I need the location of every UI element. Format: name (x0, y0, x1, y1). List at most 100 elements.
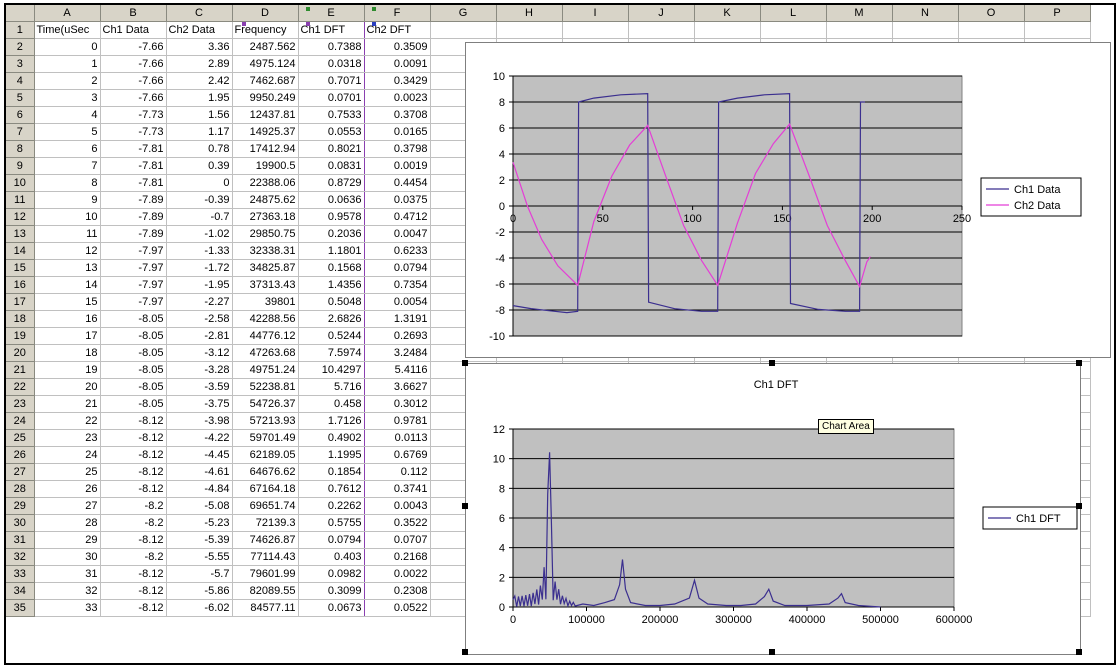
data-cell[interactable]: -7.89 (100, 191, 167, 209)
data-cell[interactable]: 32 (34, 582, 101, 600)
data-cell[interactable]: -8.05 (100, 327, 167, 345)
row-header[interactable]: 33 (6, 565, 35, 583)
data-cell[interactable]: 0.9578 (297, 208, 365, 226)
row-header[interactable]: 24 (6, 412, 35, 430)
data-cell[interactable]: -7.97 (100, 293, 167, 311)
resize-handle[interactable] (462, 503, 468, 509)
data-cell[interactable]: 20 (34, 378, 101, 396)
row-header[interactable]: 14 (6, 242, 35, 260)
data-cell[interactable]: -8.05 (100, 378, 167, 396)
data-cell[interactable]: 11 (34, 225, 101, 243)
data-cell[interactable]: -3.98 (166, 412, 233, 430)
data-cell[interactable]: 0.0794 (297, 531, 365, 549)
data-cell[interactable]: 57213.93 (231, 412, 299, 430)
data-cell[interactable]: 1.1995 (297, 446, 365, 464)
data-cell[interactable]: 5.4116 (364, 361, 431, 379)
data-cell[interactable]: 84577.11 (231, 599, 299, 617)
data-cell[interactable]: 27363.18 (231, 208, 299, 226)
data-cell[interactable]: 0.0375 (364, 191, 431, 209)
data-cell[interactable]: 54726.37 (231, 395, 299, 413)
data-cell[interactable]: 34825.87 (231, 259, 299, 277)
data-cell[interactable]: 14925.37 (231, 123, 299, 141)
resize-handle[interactable] (462, 360, 468, 366)
cell[interactable] (892, 21, 959, 39)
data-cell[interactable]: 74626.87 (231, 531, 299, 549)
data-cell[interactable]: 77114.43 (231, 548, 299, 566)
data-cell[interactable]: 0.6233 (364, 242, 431, 260)
data-cell[interactable]: 0.112 (364, 463, 431, 481)
data-cell[interactable]: 7 (34, 157, 101, 175)
data-cell[interactable]: -7.97 (100, 259, 167, 277)
data-cell[interactable]: 9950.249 (231, 89, 299, 107)
data-cell[interactable]: -7.81 (100, 140, 167, 158)
column-header[interactable]: J (628, 5, 695, 22)
column-header[interactable]: K (694, 5, 761, 22)
data-cell[interactable]: 0.0022 (364, 565, 431, 583)
data-cell[interactable]: 0.2308 (364, 582, 431, 600)
data-cell[interactable]: -2.27 (166, 293, 233, 311)
data-cell[interactable]: 25 (34, 463, 101, 481)
row-header[interactable]: 35 (6, 599, 35, 617)
data-cell[interactable]: -5.39 (166, 531, 233, 549)
select-all-corner[interactable] (6, 5, 35, 22)
data-cell[interactable]: -1.33 (166, 242, 233, 260)
data-cell[interactable]: 0.0091 (364, 55, 431, 73)
data-cell[interactable]: -5.23 (166, 514, 233, 532)
data-cell[interactable]: -8.12 (100, 446, 167, 464)
data-cell[interactable]: 3.2484 (364, 344, 431, 362)
resize-handle[interactable] (1076, 503, 1082, 509)
chart-ch-data[interactable]: 10 8 6 4 2 0 -2 -4 -6 -8 -10 0 50 100 150 200 250 Ch1 Dat… (465, 42, 1111, 358)
data-cell[interactable]: 0.7388 (297, 38, 365, 56)
data-cell[interactable]: -2.58 (166, 310, 233, 328)
cell[interactable] (562, 21, 629, 39)
row-header[interactable]: 12 (6, 208, 35, 226)
data-cell[interactable]: 28 (34, 514, 101, 532)
data-cell[interactable]: -8.12 (100, 429, 167, 447)
data-cell[interactable]: 3.6627 (364, 378, 431, 396)
data-cell[interactable]: -8.2 (100, 514, 167, 532)
data-cell[interactable]: 0.0636 (297, 191, 365, 209)
data-cell[interactable]: 0.0701 (297, 89, 365, 107)
data-cell[interactable]: -8.05 (100, 310, 167, 328)
column-header[interactable]: E (298, 5, 365, 22)
data-cell[interactable]: 0.4902 (297, 429, 365, 447)
data-cell[interactable]: 79601.99 (231, 565, 299, 583)
data-cell[interactable]: 24875.62 (231, 191, 299, 209)
data-cell[interactable]: 0.2262 (297, 497, 365, 515)
data-cell[interactable]: 47263.68 (231, 344, 299, 362)
column-header[interactable]: F (364, 5, 431, 22)
header-cell[interactable]: Time(uSec (34, 21, 101, 39)
data-cell[interactable]: 0.5755 (297, 514, 365, 532)
data-cell[interactable]: 67164.18 (231, 480, 299, 498)
data-cell[interactable]: 0 (166, 174, 233, 192)
row-header[interactable]: 26 (6, 446, 35, 464)
resize-handle[interactable] (769, 649, 775, 655)
column-header[interactable]: A (34, 5, 101, 22)
data-cell[interactable]: 0.0707 (364, 531, 431, 549)
cell[interactable] (628, 21, 695, 39)
row-header[interactable]: 25 (6, 429, 35, 447)
data-cell[interactable]: 0.3522 (364, 514, 431, 532)
data-cell[interactable]: 2.89 (166, 55, 233, 73)
data-cell[interactable]: -0.7 (166, 208, 233, 226)
cell[interactable] (958, 21, 1025, 39)
data-cell[interactable]: 1.3191 (364, 310, 431, 328)
data-cell[interactable]: -8.12 (100, 463, 167, 481)
data-cell[interactable]: 7.5974 (297, 344, 365, 362)
column-header[interactable]: P (1024, 5, 1091, 22)
data-cell[interactable]: -7.66 (100, 72, 167, 90)
row-header[interactable]: 2 (6, 38, 35, 56)
column-header[interactable]: I (562, 5, 629, 22)
data-cell[interactable]: -8.2 (100, 497, 167, 515)
data-cell[interactable]: 24 (34, 446, 101, 464)
cell[interactable] (826, 21, 893, 39)
data-cell[interactable]: 0.3798 (364, 140, 431, 158)
data-cell[interactable]: 3.36 (166, 38, 233, 56)
data-cell[interactable]: 0.0673 (297, 599, 365, 617)
data-cell[interactable]: -5.7 (166, 565, 233, 583)
data-cell[interactable]: 22 (34, 412, 101, 430)
data-cell[interactable]: -7.97 (100, 276, 167, 294)
row-header[interactable]: 10 (6, 174, 35, 192)
data-cell[interactable]: 3 (34, 89, 101, 107)
row-header[interactable]: 20 (6, 344, 35, 362)
